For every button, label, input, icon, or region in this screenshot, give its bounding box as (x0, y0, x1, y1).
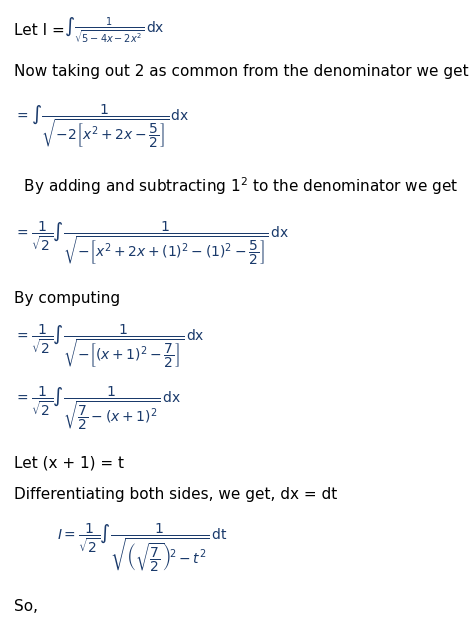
Text: By adding and subtracting $1^2$ to the denominator we get: By adding and subtracting $1^2$ to the d… (14, 175, 458, 197)
Text: $= \dfrac{1}{\sqrt{2}} \int \dfrac{1}{\sqrt{-\left[x^2 + 2x + (1)^2 - (1)^2 - \d: $= \dfrac{1}{\sqrt{2}} \int \dfrac{1}{\s… (14, 219, 290, 267)
Text: Let (x + 1) = t: Let (x + 1) = t (14, 455, 124, 470)
Text: $= \dfrac{1}{\sqrt{2}} \int \dfrac{1}{\sqrt{-\left[(x+1)^2 - \dfrac{7}{2}\right]: $= \dfrac{1}{\sqrt{2}} \int \dfrac{1}{\s… (14, 322, 205, 370)
Text: $= \dfrac{1}{\sqrt{2}} \int \dfrac{1}{\sqrt{\dfrac{7}{2} - (x+1)^2}}\,\mathrm{dx: $= \dfrac{1}{\sqrt{2}} \int \dfrac{1}{\s… (14, 384, 181, 432)
Text: Now taking out 2 as common from the denominator we get: Now taking out 2 as common from the deno… (14, 64, 469, 79)
Text: $\int \frac{1}{\sqrt{5-4x-2x^{2}}}\,\mathrm{dx}$: $\int \frac{1}{\sqrt{5-4x-2x^{2}}}\,\mat… (64, 16, 164, 45)
Text: $I = \dfrac{1}{\sqrt{2}} \int \dfrac{1}{\sqrt{\left(\sqrt{\dfrac{7}{2}}\right)^{: $I = \dfrac{1}{\sqrt{2}} \int \dfrac{1}{… (57, 521, 227, 574)
Text: By computing: By computing (14, 291, 120, 307)
Text: Let I =: Let I = (14, 23, 70, 38)
Text: $= \int \dfrac{1}{\sqrt{-2\left[x^2 + 2x - \dfrac{5}{2}\right]}}\,\mathrm{dx}$: $= \int \dfrac{1}{\sqrt{-2\left[x^2 + 2x… (14, 102, 190, 150)
Text: So,: So, (14, 599, 38, 614)
Text: Differentiating both sides, we get, dx = dt: Differentiating both sides, we get, dx =… (14, 487, 337, 502)
